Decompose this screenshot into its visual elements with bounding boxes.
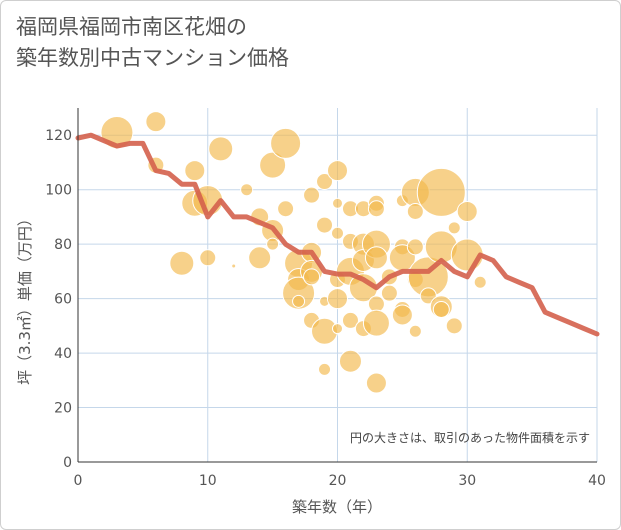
- data-bubble: [184, 160, 206, 182]
- data-bubble: [303, 186, 321, 204]
- data-bubble: [362, 309, 390, 337]
- data-bubble: [327, 288, 348, 310]
- bubble-layer: [100, 111, 487, 394]
- y-tick-label: 120: [45, 128, 72, 144]
- data-bubble: [416, 167, 466, 217]
- data-bubble: [169, 250, 195, 276]
- data-bubble: [445, 317, 463, 335]
- data-bubble: [145, 111, 167, 133]
- x-tick-label: 30: [458, 473, 476, 489]
- chart-title: 福岡県福岡市南区花畑の 築年数別中古マンション価格: [16, 15, 289, 70]
- data-bubble: [259, 151, 287, 179]
- x-tick-label: 40: [588, 473, 606, 489]
- data-bubble: [318, 362, 332, 376]
- data-bubble: [282, 276, 316, 310]
- y-tick-label: 100: [45, 183, 72, 199]
- data-bubble: [292, 294, 306, 308]
- data-bubble: [248, 246, 272, 270]
- data-bubble: [406, 202, 424, 220]
- y-tick-label: 60: [54, 292, 72, 308]
- y-tick-label: 0: [63, 455, 72, 471]
- data-bubble: [391, 304, 413, 326]
- data-bubble: [364, 246, 388, 270]
- data-bubble: [303, 268, 321, 286]
- data-bubble: [332, 323, 343, 335]
- grid-lines: [78, 108, 598, 462]
- data-bubble: [231, 263, 237, 269]
- data-bubble: [208, 136, 234, 162]
- y-tick-label: 20: [54, 401, 72, 417]
- data-bubble: [408, 324, 422, 338]
- trend-line: [75, 132, 600, 337]
- data-bubble: [365, 372, 387, 394]
- size-note: 円の大きさは、取引のあった物件面積を示す: [350, 430, 590, 445]
- y-tick-label: 40: [54, 346, 72, 362]
- data-bubble: [447, 221, 461, 235]
- x-tick-label: 0: [74, 473, 83, 489]
- data-bubble: [331, 226, 344, 240]
- data-bubble: [432, 301, 450, 319]
- data-bubble: [270, 127, 302, 159]
- data-bubble: [338, 349, 362, 373]
- data-bubble: [277, 200, 295, 218]
- data-bubble: [406, 238, 424, 256]
- data-bubble: [341, 311, 359, 329]
- data-bubble: [473, 275, 487, 289]
- data-bubble: [316, 216, 334, 234]
- y-axis-title: 坪（3.3㎡）単価（万円）: [16, 211, 34, 385]
- data-bubble: [240, 183, 254, 197]
- x-tick-label: 10: [199, 473, 217, 489]
- data-bubble: [327, 160, 348, 182]
- y-tick-label: 80: [54, 237, 72, 253]
- data-bubble: [199, 249, 217, 267]
- x-tick-label: 20: [329, 473, 347, 489]
- data-bubble: [332, 197, 343, 209]
- data-bubble: [380, 284, 398, 302]
- data-bubble: [316, 173, 334, 191]
- x-axis-title: 築年数（年）: [292, 498, 382, 516]
- data-bubble: [456, 200, 478, 222]
- axes: 0 10 20 30 40 0 20 40 60 80 100 120: [45, 108, 606, 489]
- data-bubble: [266, 237, 280, 251]
- data-bubble: [367, 200, 385, 218]
